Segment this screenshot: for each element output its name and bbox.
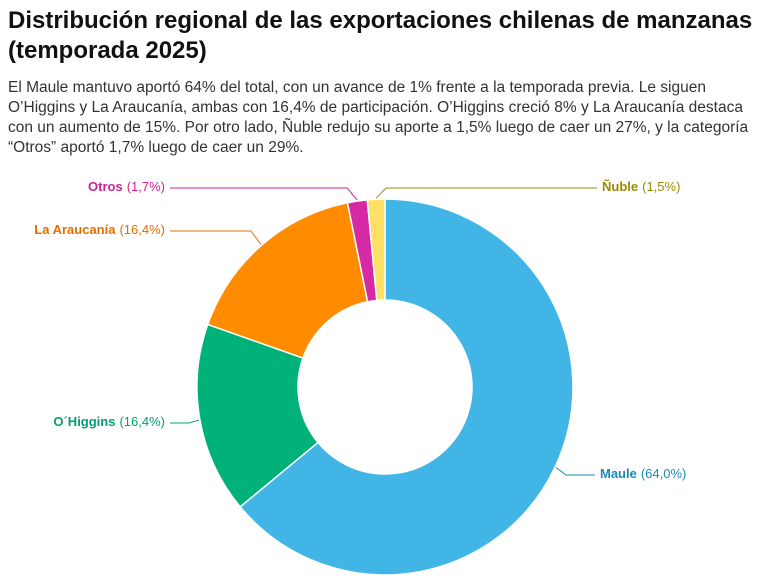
donut-slice [206,201,369,360]
chart-title: Distribución regional de las exportacion… [8,7,753,64]
chart-subtitle: El Maule mantuvo aportó 64% del total, c… [8,79,749,156]
slice-value: (1,7%) [127,179,165,194]
slice-value: (16,4%) [119,414,165,429]
slice-label: Ñuble (1,5%) [602,179,680,194]
leader-line [170,230,262,245]
donut-slice [196,323,320,508]
slice-label: O´Higgins (16,4%) [53,414,165,429]
slice-value: (64,0%) [641,466,687,481]
slice-name: Otros [88,179,123,194]
leader-line [170,187,358,201]
leader-line [375,187,597,199]
slice-label: Maule (64,0%) [600,466,686,481]
slice-value: (16,4%) [119,222,165,237]
slice-name: La Araucanía [34,222,116,237]
slice-label: Otros (1,7%) [88,179,165,194]
slice-name: Ñuble [602,179,638,194]
slice-value: (1,5%) [642,179,680,194]
leader-line [170,419,200,424]
slice-label: La Araucanía (16,4%) [34,222,165,237]
slice-name: O´Higgins [53,414,115,429]
donut-slice [366,198,386,302]
slice-name: Maule [600,466,637,481]
leader-line [555,467,595,476]
donut-slice [239,198,574,576]
